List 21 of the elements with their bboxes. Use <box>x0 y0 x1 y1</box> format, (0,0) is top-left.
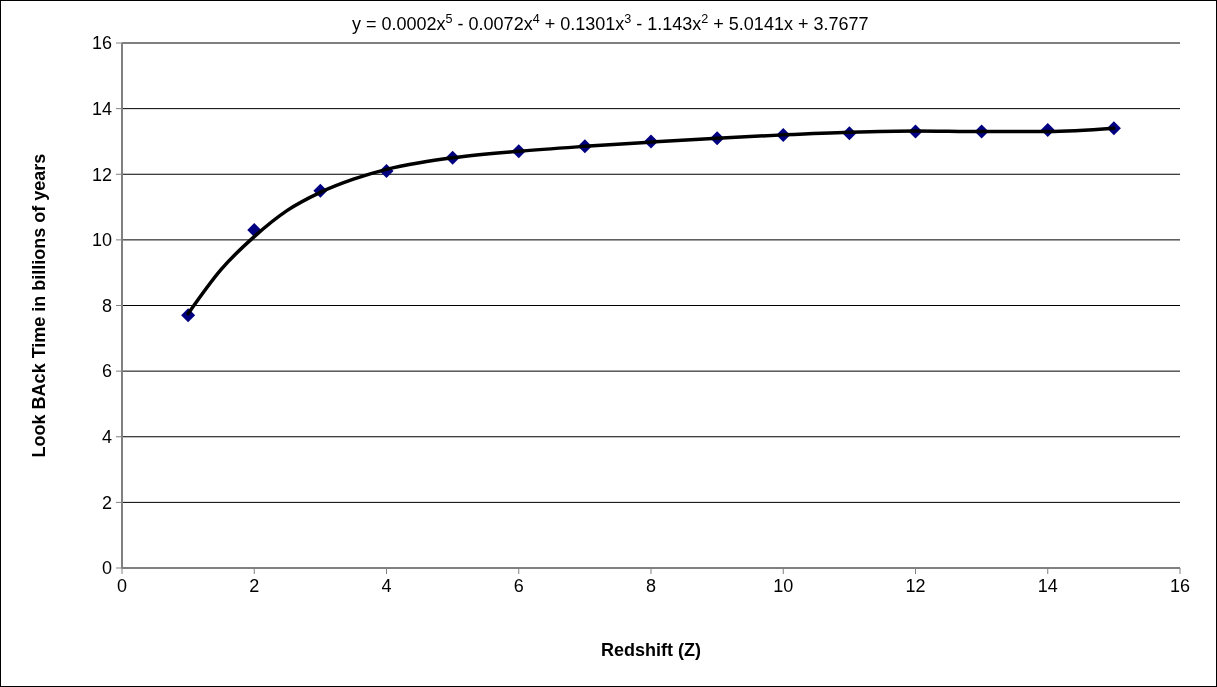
x-tick-label: 12 <box>905 576 926 596</box>
x-tick-label: 10 <box>773 576 794 596</box>
y-tick-label: 4 <box>101 427 112 448</box>
y-tick-label: 6 <box>101 361 112 382</box>
y-tick-label: 14 <box>91 98 112 119</box>
y-tick-label: 16 <box>91 33 112 54</box>
text: y = 0.0002x$^{5}$ - 0.0072x$^{4}$ + 0.1301x$^{3}$ - 1.143x$^{2}$ + 5.0141x + 3.7677 <box>352 12 869 34</box>
x-axis-title: Redshift (Z) <box>601 640 701 660</box>
x-tick-label: 6 <box>513 576 524 596</box>
x-tick-label: 14 <box>1037 576 1058 596</box>
x-tick-label: 2 <box>249 576 260 596</box>
x-tick-label: 4 <box>381 576 392 596</box>
x-tick-label: 0 <box>116 576 128 596</box>
y-tick-label: 10 <box>91 230 112 251</box>
x-tick-label: 16 <box>1169 576 1191 596</box>
y-tick-label: 8 <box>101 295 112 316</box>
y-tick-label: 12 <box>91 164 112 185</box>
x-tick-label: 8 <box>645 576 657 596</box>
y-tick-label: 0 <box>101 558 112 579</box>
y-axis-title: Look BAck Time in billions of years <box>29 153 49 458</box>
y-tick-label: 2 <box>101 492 112 513</box>
